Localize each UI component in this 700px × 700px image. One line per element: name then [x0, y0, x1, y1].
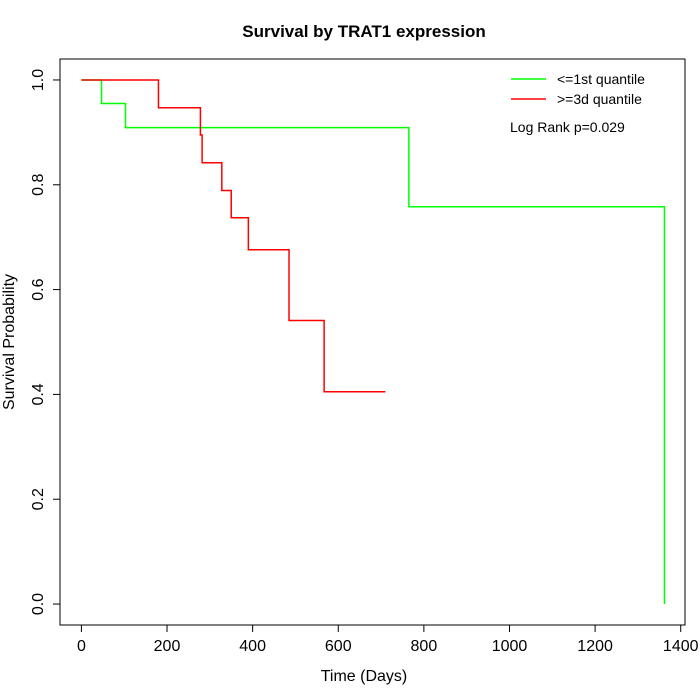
- x-tick-label: 0: [77, 638, 86, 655]
- series-line-1: [81, 79, 666, 605]
- x-tick-label: 200: [154, 638, 181, 655]
- plot-frame: [59, 58, 686, 626]
- y-tick-label: 0.2: [30, 488, 47, 510]
- chart-title: Survival by TRAT1 expression: [242, 22, 485, 41]
- x-tick-label: 400: [239, 638, 266, 655]
- y-axis: 0.0 0.2 0.4 0.6 0.8 1.0: [30, 69, 61, 615]
- y-tick-label: 0.8: [30, 174, 47, 196]
- y-tick-label: 0.6: [30, 278, 47, 300]
- x-tick-label: 1200: [577, 638, 613, 655]
- x-tick-label: 600: [325, 638, 352, 655]
- y-tick-label: 0.0: [30, 593, 47, 615]
- y-tick-label: 1.0: [30, 69, 47, 91]
- x-tick-label: 800: [411, 638, 438, 655]
- x-axis: 0 200 400 600 800 1000 1200 1400: [77, 624, 699, 655]
- y-axis-title: Survival Probability: [1, 274, 18, 410]
- series-line-2: [81, 79, 386, 393]
- series-layer: [81, 79, 666, 605]
- legend: <=1st quantile >=3d quantile: [511, 71, 645, 107]
- x-axis-title: Time (Days): [321, 668, 408, 685]
- x-tick-label: 1400: [663, 638, 699, 655]
- log-rank-annotation: Log Rank p=0.029: [510, 119, 625, 135]
- legend-label-2: >=3d quantile: [557, 91, 642, 107]
- y-tick-label: 0.4: [30, 383, 47, 405]
- legend-label-1: <=1st quantile: [557, 71, 645, 87]
- x-tick-label: 1000: [492, 638, 528, 655]
